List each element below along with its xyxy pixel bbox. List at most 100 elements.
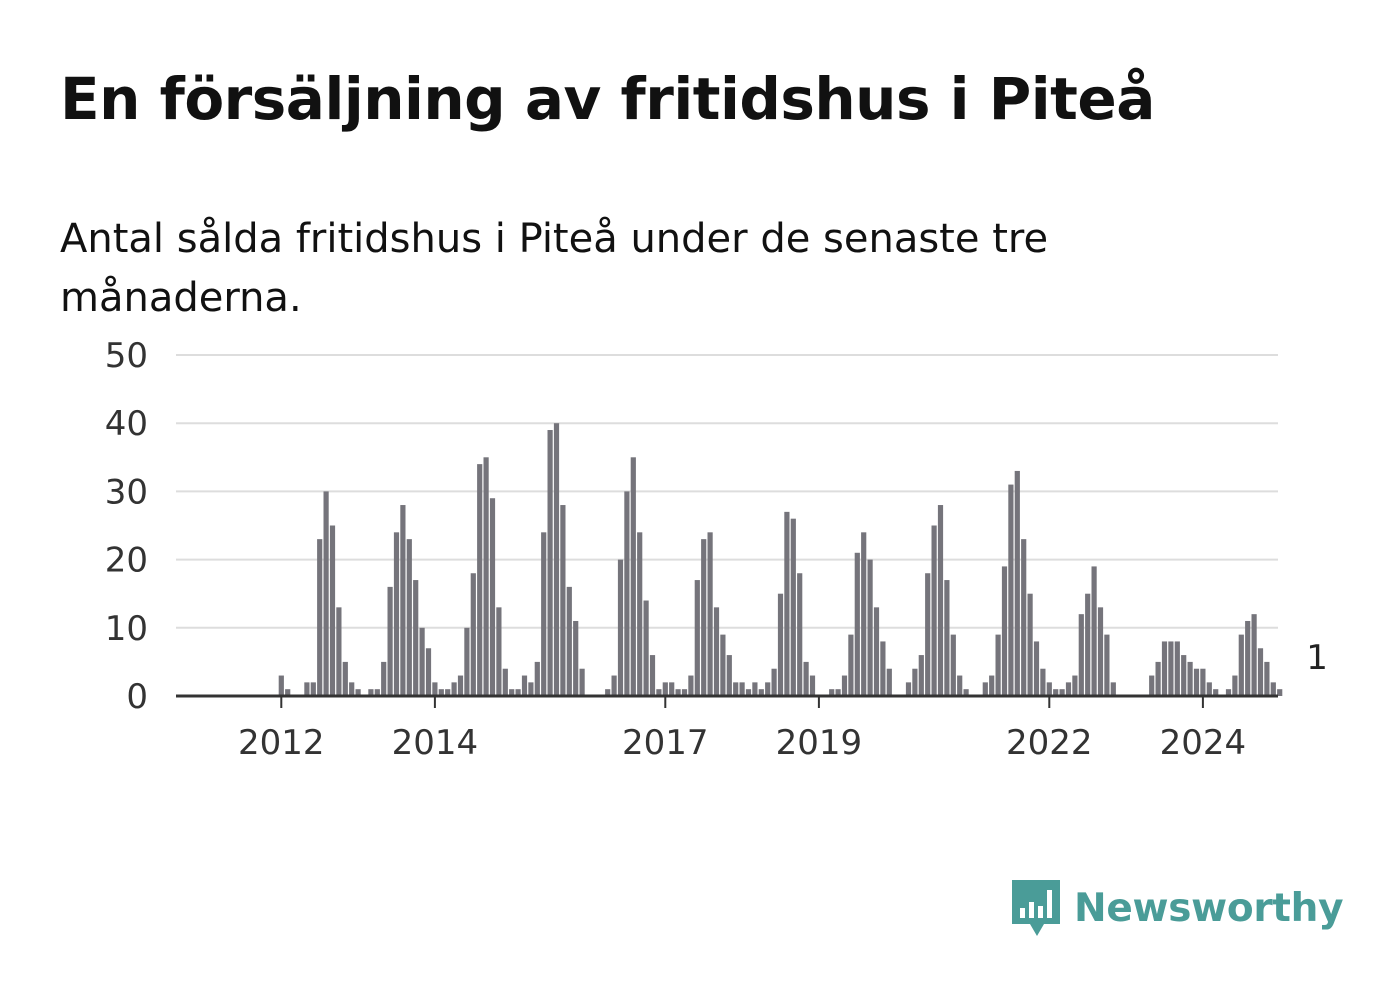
bar [1251, 614, 1257, 696]
bar [1206, 682, 1212, 696]
bar [432, 682, 438, 696]
bar [573, 620, 579, 696]
bar [349, 682, 355, 696]
bar [854, 552, 860, 696]
bar [278, 675, 284, 696]
bar [1104, 634, 1110, 696]
bar [310, 682, 316, 696]
bar [726, 655, 732, 696]
bar [1053, 689, 1059, 696]
bar [1065, 682, 1072, 696]
bar [1046, 682, 1052, 696]
bar [918, 655, 924, 696]
bar-chart: 0 10 20 30 40 50 2012 2014 2017 2019 2022 2024 1 [105, 336, 1328, 763]
bar [758, 689, 764, 696]
bar [713, 607, 720, 696]
bar [841, 675, 848, 696]
bar [771, 668, 777, 696]
bar [1078, 614, 1084, 696]
bar [944, 580, 950, 696]
bar [406, 539, 412, 696]
bar [1181, 655, 1187, 696]
bar [752, 682, 758, 696]
bar [1027, 593, 1033, 696]
bar [1059, 689, 1065, 696]
brand-logo: Newsworthy [1010, 878, 1344, 938]
bar [317, 539, 323, 696]
bar [553, 423, 560, 696]
bar [457, 675, 464, 696]
bar [502, 668, 508, 696]
bar [368, 689, 374, 696]
bar [720, 634, 726, 696]
bar [528, 682, 534, 696]
bar [1245, 620, 1251, 696]
bar [829, 689, 835, 696]
bar-chart-speech-icon [1012, 880, 1060, 936]
bar [963, 689, 969, 696]
bar [419, 627, 425, 696]
y-tick-label: 0 [126, 677, 148, 717]
bar [489, 498, 496, 696]
bar [1168, 641, 1174, 696]
bar [1161, 641, 1168, 696]
bar [675, 689, 681, 696]
bar [1213, 689, 1219, 696]
x-tick-label: 2022 [1006, 723, 1093, 763]
bar [400, 505, 406, 696]
bar [777, 593, 784, 696]
bar [515, 689, 521, 696]
bar [470, 573, 476, 696]
bar [617, 559, 624, 696]
bar [285, 689, 291, 696]
bar [797, 573, 803, 696]
x-tick-label: 2019 [776, 723, 863, 763]
bar [1110, 682, 1116, 696]
bar [1200, 668, 1206, 696]
bar [707, 532, 713, 696]
bar [1085, 593, 1091, 696]
bar [1001, 566, 1008, 696]
bar [701, 539, 707, 696]
bar [649, 655, 656, 696]
chart-title: En försäljning av fritidshus i Piteå [60, 65, 1155, 133]
bar [624, 491, 630, 696]
bar [912, 668, 918, 696]
bar [605, 689, 611, 696]
bar [1225, 689, 1232, 696]
bar [304, 682, 310, 696]
bar [905, 682, 912, 696]
bar [989, 675, 995, 696]
bar [835, 689, 841, 696]
bar [413, 580, 419, 696]
bar [733, 682, 739, 696]
y-tick-label: 50 [105, 336, 148, 376]
x-tick-label: 2024 [1160, 723, 1247, 763]
bar [867, 559, 873, 696]
bar [848, 634, 854, 696]
bar [1257, 648, 1264, 696]
bar [643, 600, 649, 696]
bar [521, 675, 528, 696]
bar [745, 689, 752, 696]
bar [1091, 566, 1097, 696]
bar [611, 675, 617, 696]
bar [1174, 641, 1180, 696]
bar [937, 505, 944, 696]
bar [451, 682, 457, 696]
chart-subtitle: Antal sålda fritidshus i Piteå under de … [60, 216, 1049, 321]
x-tick-label: 2012 [238, 723, 325, 763]
bar [438, 689, 444, 696]
bar [374, 689, 380, 696]
bar [1097, 607, 1104, 696]
bar [681, 689, 688, 696]
bar [1033, 641, 1040, 696]
bar [329, 525, 336, 696]
bar [1155, 661, 1161, 696]
bar [496, 607, 502, 696]
bar [982, 682, 988, 696]
bar [393, 532, 400, 696]
y-tick-label: 10 [105, 609, 148, 649]
bar [1238, 634, 1244, 696]
bar [1187, 661, 1193, 696]
